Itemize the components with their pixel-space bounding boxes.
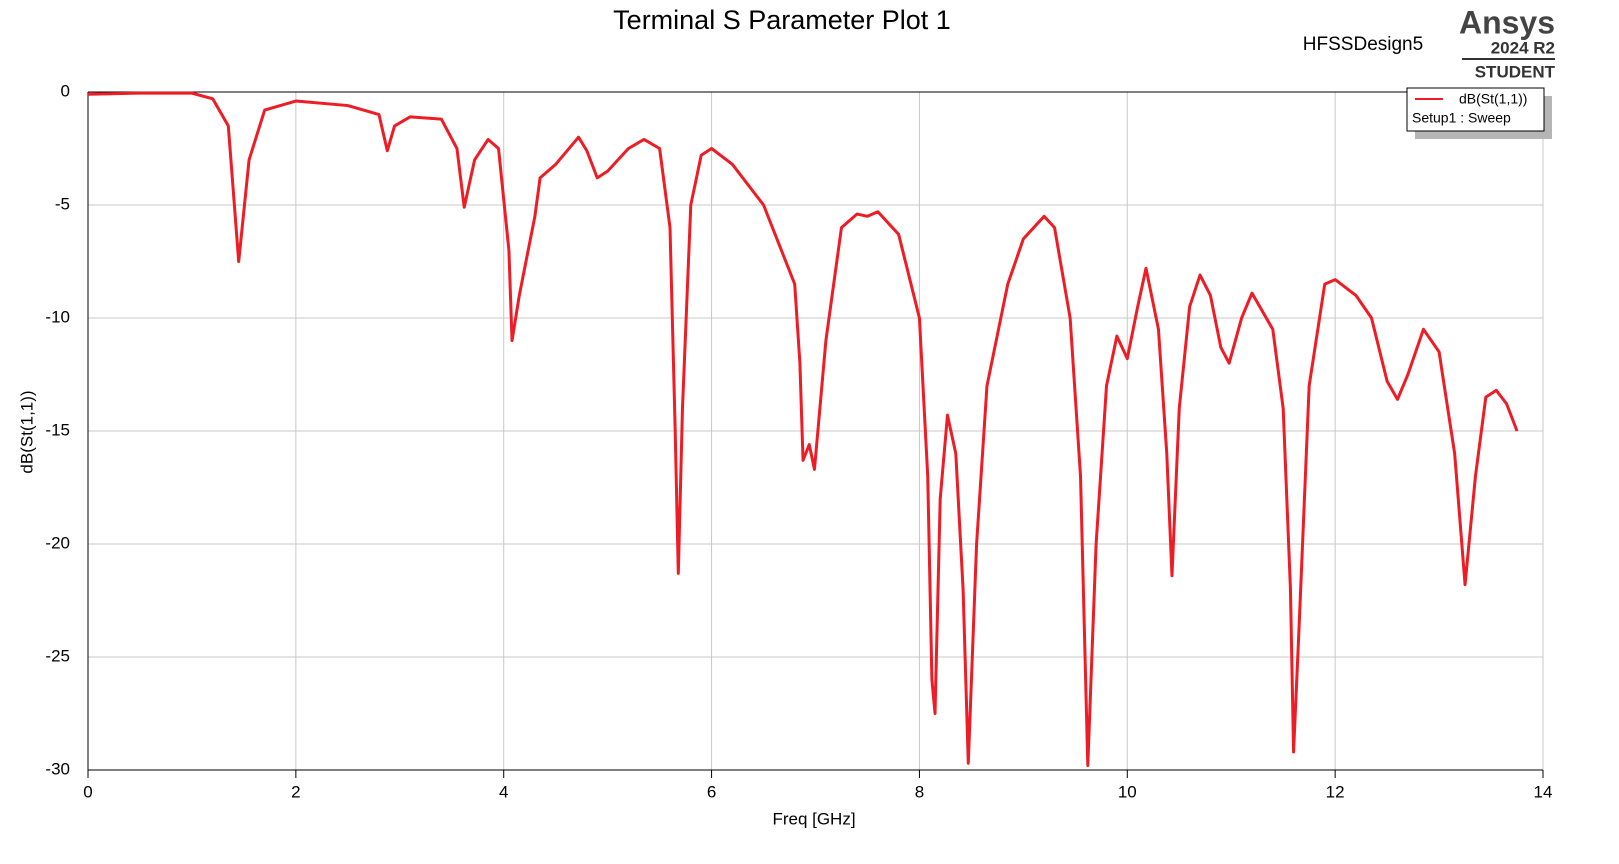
y-tick-label: -5 <box>55 194 70 213</box>
x-tick-label: 4 <box>499 782 508 801</box>
x-tick-label: 14 <box>1534 782 1553 801</box>
design-name: HFSSDesign5 <box>1303 34 1423 55</box>
y-tick-label: -10 <box>45 307 70 326</box>
x-tick-label: 6 <box>707 782 716 801</box>
chart-title: Terminal S Parameter Plot 1 <box>613 5 951 35</box>
x-tick-label: 10 <box>1118 782 1137 801</box>
legend-note: Setup1 : Sweep <box>1412 110 1511 126</box>
version: 2024 R2 <box>1491 38 1555 57</box>
y-tick-label: -20 <box>45 533 70 552</box>
x-tick-label: 8 <box>915 782 924 801</box>
y-tick-label: -15 <box>45 420 70 439</box>
x-tick-label: 0 <box>83 782 92 801</box>
legend-label: dB(St(1,1)) <box>1459 91 1527 107</box>
x-tick-label: 12 <box>1326 782 1345 801</box>
y-tick-label: -25 <box>45 646 70 665</box>
series-line <box>87 91 1519 767</box>
edition: STUDENT <box>1475 62 1556 81</box>
x-tick-label: 2 <box>291 782 300 801</box>
legend-box <box>1406 87 1545 132</box>
brand: Ansys <box>1459 4 1555 40</box>
y-tick-label: 0 <box>61 81 70 100</box>
x-axis-label: Freq [GHz] <box>772 809 855 828</box>
y-tick-label: -30 <box>45 759 70 778</box>
y-axis-label: dB(St(1,1)) <box>17 390 36 473</box>
